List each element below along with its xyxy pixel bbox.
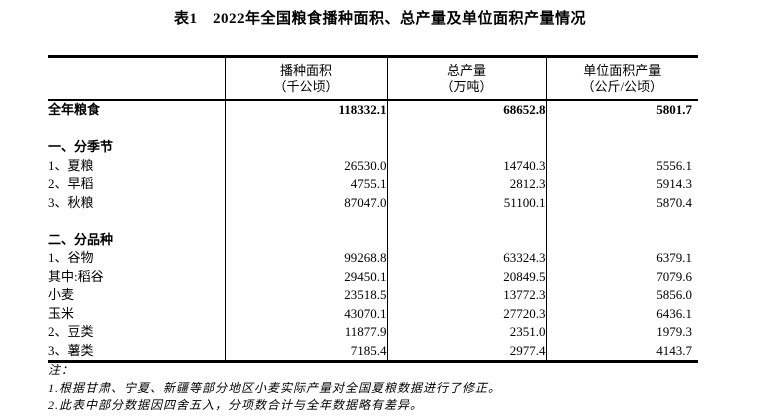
col-header-empty [48, 56, 225, 101]
cell-value [224, 230, 387, 249]
cell-value: 4143.7 [545, 341, 698, 362]
table-row-annual-grain: 全年粮食 118332.1 68652.8 5801.7 [48, 100, 698, 120]
col-header-sown-area-unit: （千公顷） [273, 78, 339, 94]
cell-value [224, 212, 387, 231]
col-header-total-output-unit: （万吨） [440, 78, 493, 94]
cell-value: 6379.1 [545, 249, 698, 268]
grain-statistics-table: 播种面积 （千公顷） 总产量 （万吨） 单位面积产量 （公斤/公顷） 全年粮食 … [48, 55, 698, 363]
row-label: 3、秋粮 [48, 194, 94, 210]
note-item-2: 2.此表中部分数据因四舍五入，分项数合计与全年数据略有差异。 [48, 398, 424, 412]
cell-value: 99268.8 [224, 249, 387, 268]
cell-value [545, 230, 698, 249]
table-row-cereals: 1、谷物 99268.8 63324.3 6379.1 [48, 249, 698, 268]
row-label: 小麦 [48, 287, 75, 302]
table-row-tubers: 3、薯类 7185.4 2977.4 4143.7 [48, 341, 698, 362]
cell-value: 2351.0 [386, 323, 546, 342]
cell-value: 5856.0 [545, 286, 698, 305]
cell-value [386, 230, 546, 249]
cell-value: 1979.3 [545, 323, 698, 342]
row-label [48, 120, 225, 139]
cell-value: 7079.6 [545, 267, 698, 286]
cell-value: 5914.3 [545, 175, 698, 194]
cell-value [545, 212, 698, 231]
col-header-yield-name: 单位面积产量 [583, 62, 662, 78]
notes-label: 注： [48, 363, 75, 377]
cell-value: 5556.1 [545, 156, 698, 175]
col-header-sown-area: 播种面积 （千公顷） [224, 56, 387, 101]
table-row-early-rice: 2、早稻 4755.1 2812.3 5914.3 [48, 175, 698, 194]
cell-value: 5801.7 [545, 100, 698, 120]
header-row: 播种面积 （千公顷） 总产量 （万吨） 单位面积产量 （公斤/公顷） [48, 56, 698, 101]
table-row-corn: 玉米 43070.1 27720.3 6436.1 [48, 304, 698, 323]
col-header-sown-area-name: 播种面积 [279, 62, 332, 78]
cell-value: 68652.8 [386, 100, 546, 120]
cell-value: 63324.3 [386, 249, 546, 268]
row-label: 一、分季节 [48, 139, 114, 154]
table-row-summer-grain: 1、夏粮 26530.0 14740.3 5556.1 [48, 156, 698, 175]
row-label: 玉米 [48, 305, 75, 321]
row-label: 全年粮食 [48, 102, 101, 117]
cell-value: 43070.1 [224, 304, 387, 323]
table-row-section-by-season: 一、分季节 [48, 138, 698, 157]
cell-value: 6436.1 [545, 304, 698, 323]
cell-value: 5870.4 [545, 193, 698, 212]
note-item-1: 1.根据甘肃、宁夏、新疆等部分地区小麦实际产量对全国夏粮数据进行了修正。 [48, 380, 502, 395]
cell-value [386, 138, 546, 157]
row-label: 1、夏粮 [48, 157, 94, 173]
cell-value: 2977.4 [386, 341, 546, 362]
cell-value: 26530.0 [224, 156, 387, 175]
cell-value: 29450.1 [224, 267, 387, 286]
cell-value: 7185.4 [224, 341, 387, 362]
table-notes: 注： 1.根据甘肃、宁夏、新疆等部分地区小麦实际产量对全国夏粮数据进行了修正。 … [48, 362, 501, 415]
page-title: 表1 2022年全国粮食播种面积、总产量及单位面积产量情况 [173, 11, 586, 27]
row-label: 2、豆类 [48, 324, 94, 339]
cell-value [386, 212, 546, 231]
cell-value: 14740.3 [386, 156, 546, 175]
cell-value: 87047.0 [224, 193, 387, 212]
row-label: 1、谷物 [48, 250, 94, 265]
table-row-beans: 2、豆类 11877.9 2351.0 1979.3 [48, 323, 698, 342]
cell-value [545, 138, 698, 157]
row-label [48, 212, 225, 231]
table-row-rice: 其中:稻谷 29450.1 20849.5 7079.6 [48, 267, 698, 286]
table-row-blank [48, 119, 698, 139]
cell-value [386, 119, 546, 138]
col-header-yield: 单位面积产量 （公斤/公顷） [545, 56, 698, 101]
table-row-autumn-grain: 3、秋粮 87047.0 51100.1 5870.4 [48, 193, 698, 212]
table-row-blank [48, 212, 698, 231]
row-label: 3、薯类 [48, 342, 94, 358]
row-label: 二、分品种 [48, 231, 114, 247]
cell-value [224, 119, 387, 138]
cell-value: 20849.5 [386, 267, 546, 286]
cell-value [224, 138, 387, 157]
cell-value: 118332.1 [224, 100, 387, 120]
table-row-wheat: 小麦 23518.5 13772.3 5856.0 [48, 286, 698, 305]
cell-value: 13772.3 [386, 286, 546, 305]
grain-table: 播种面积 （千公顷） 总产量 （万吨） 单位面积产量 （公斤/公顷） 全年粮食 … [48, 55, 698, 363]
cell-value: 2812.3 [386, 175, 546, 194]
col-header-total-output: 总产量 （万吨） [386, 56, 546, 101]
cell-value [545, 119, 698, 138]
row-label: 其中:稻谷 [48, 268, 104, 284]
cell-value: 11877.9 [224, 323, 387, 342]
col-header-yield-unit: （公斤/公顷） [581, 78, 664, 94]
cell-value: 23518.5 [224, 286, 387, 305]
cell-value: 51100.1 [386, 193, 546, 212]
cell-value: 4755.1 [224, 175, 387, 194]
row-label: 2、早稻 [48, 176, 94, 191]
col-header-total-output-name: 总产量 [446, 62, 486, 78]
cell-value: 27720.3 [386, 304, 546, 323]
table-row-section-by-variety: 二、分品种 [48, 230, 698, 249]
